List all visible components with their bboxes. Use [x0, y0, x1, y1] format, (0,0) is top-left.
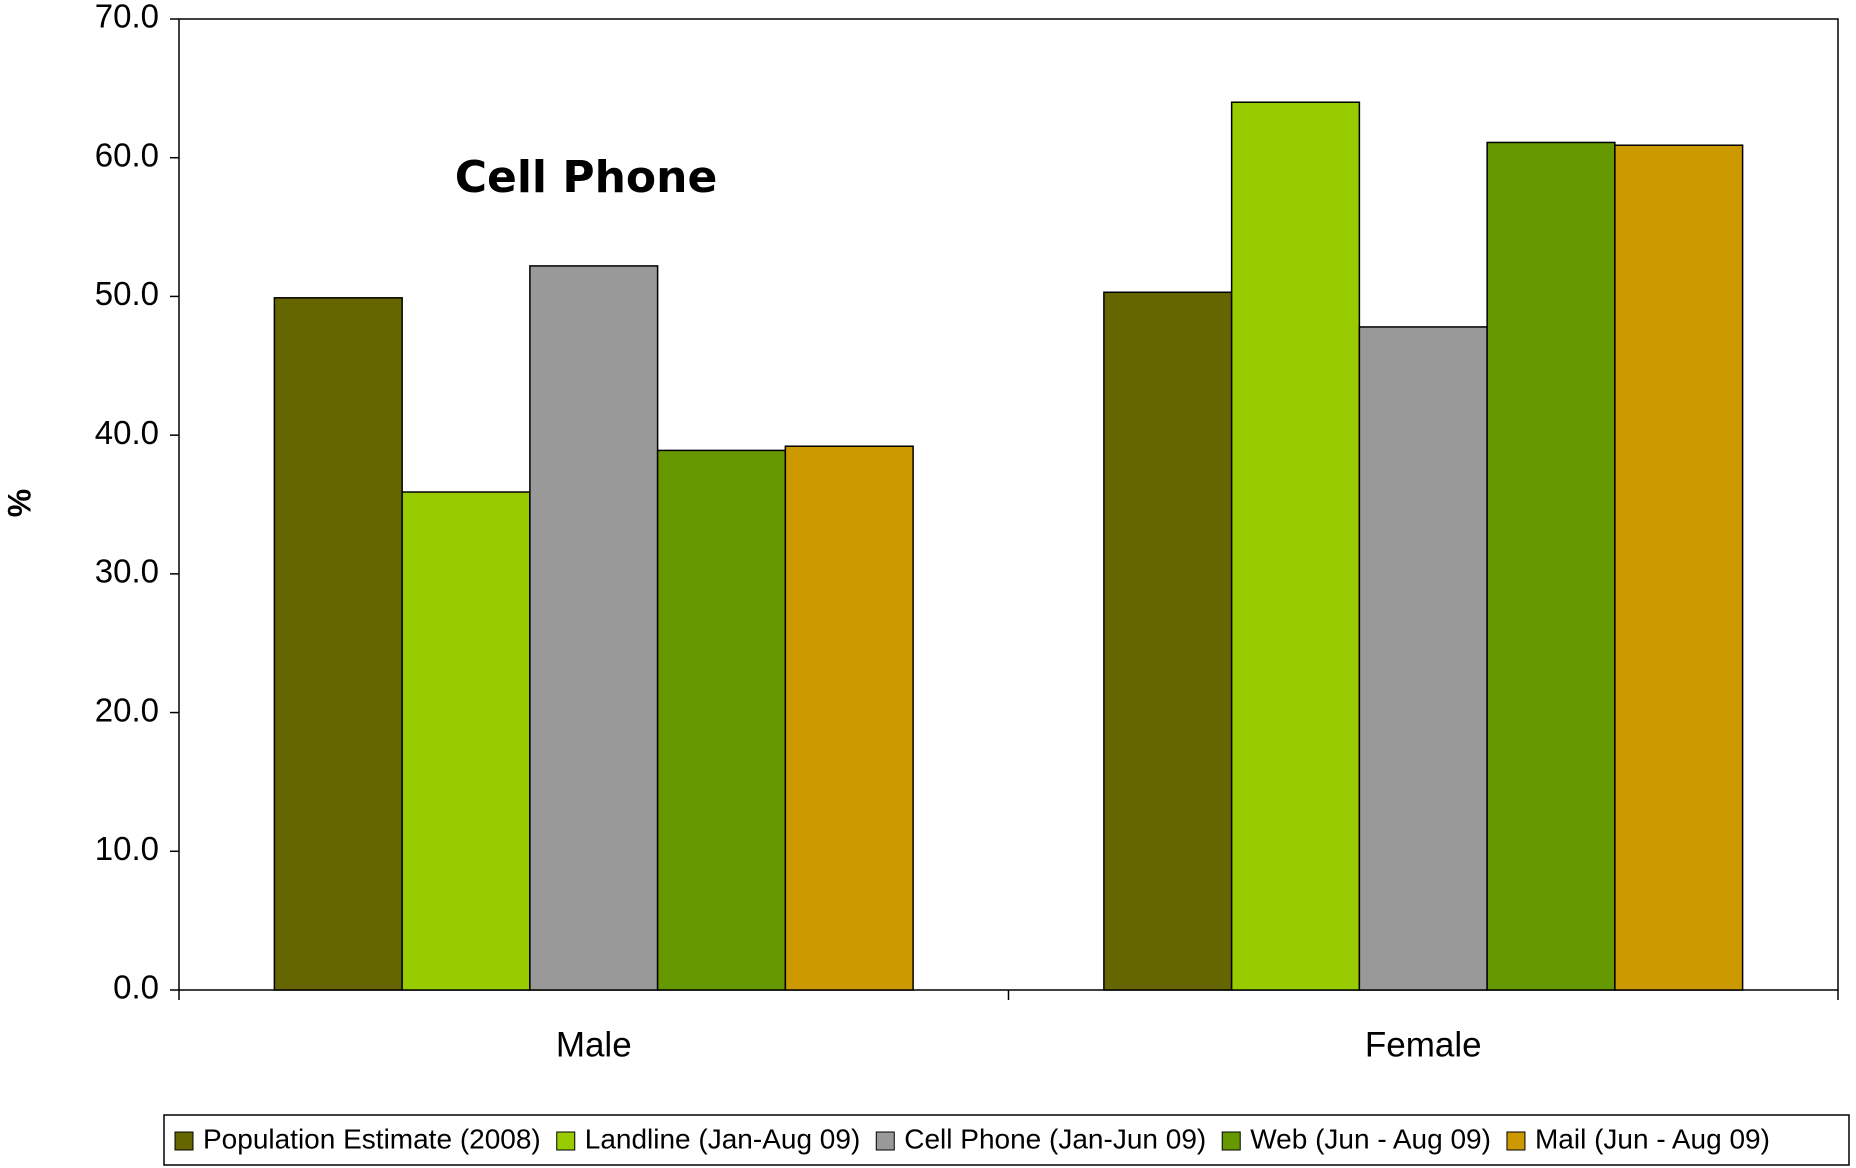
- y-tick-label: 0.0: [113, 969, 159, 1006]
- legend-label: Landline (Jan-Aug 09): [585, 1123, 861, 1154]
- y-axis-label: %: [1, 489, 37, 517]
- bar: [1614, 144, 1744, 991]
- bar: [1230, 101, 1361, 991]
- bar: [1358, 326, 1488, 991]
- x-tick-label: Female: [1365, 1025, 1482, 1064]
- y-tick-label: 20.0: [95, 691, 159, 728]
- legend-swatch: [174, 1131, 194, 1151]
- annotation: Cell Phone: [455, 152, 718, 203]
- legend-swatch: [875, 1131, 895, 1151]
- legend-swatch: [556, 1131, 576, 1151]
- bar: [401, 491, 531, 991]
- bar: [1103, 291, 1233, 991]
- y-tick-label: 50.0: [95, 275, 159, 312]
- legend: [163, 1114, 1850, 1166]
- y-tick-label: 10.0: [95, 830, 159, 867]
- bar: [273, 297, 403, 991]
- bar: [529, 265, 659, 991]
- legend-swatch: [1506, 1131, 1526, 1151]
- y-tick-label: 40.0: [95, 414, 159, 451]
- bar: [656, 449, 787, 991]
- y-tick-label: 60.0: [95, 136, 159, 173]
- legend-swatch: [1221, 1131, 1241, 1151]
- legend-label: Web (Jun - Aug 09): [1250, 1123, 1491, 1154]
- legend-label: Population Estimate (2008): [203, 1123, 541, 1154]
- legend-label: Mail (Jun - Aug 09): [1535, 1123, 1770, 1154]
- y-tick-label: 30.0: [95, 553, 159, 590]
- bar: [784, 445, 914, 991]
- legend-label: Cell Phone (Jan-Jun 09): [904, 1123, 1206, 1154]
- x-tick-label: Male: [556, 1025, 632, 1064]
- bar: [1486, 141, 1616, 991]
- y-tick-label: 70.0: [95, 0, 159, 35]
